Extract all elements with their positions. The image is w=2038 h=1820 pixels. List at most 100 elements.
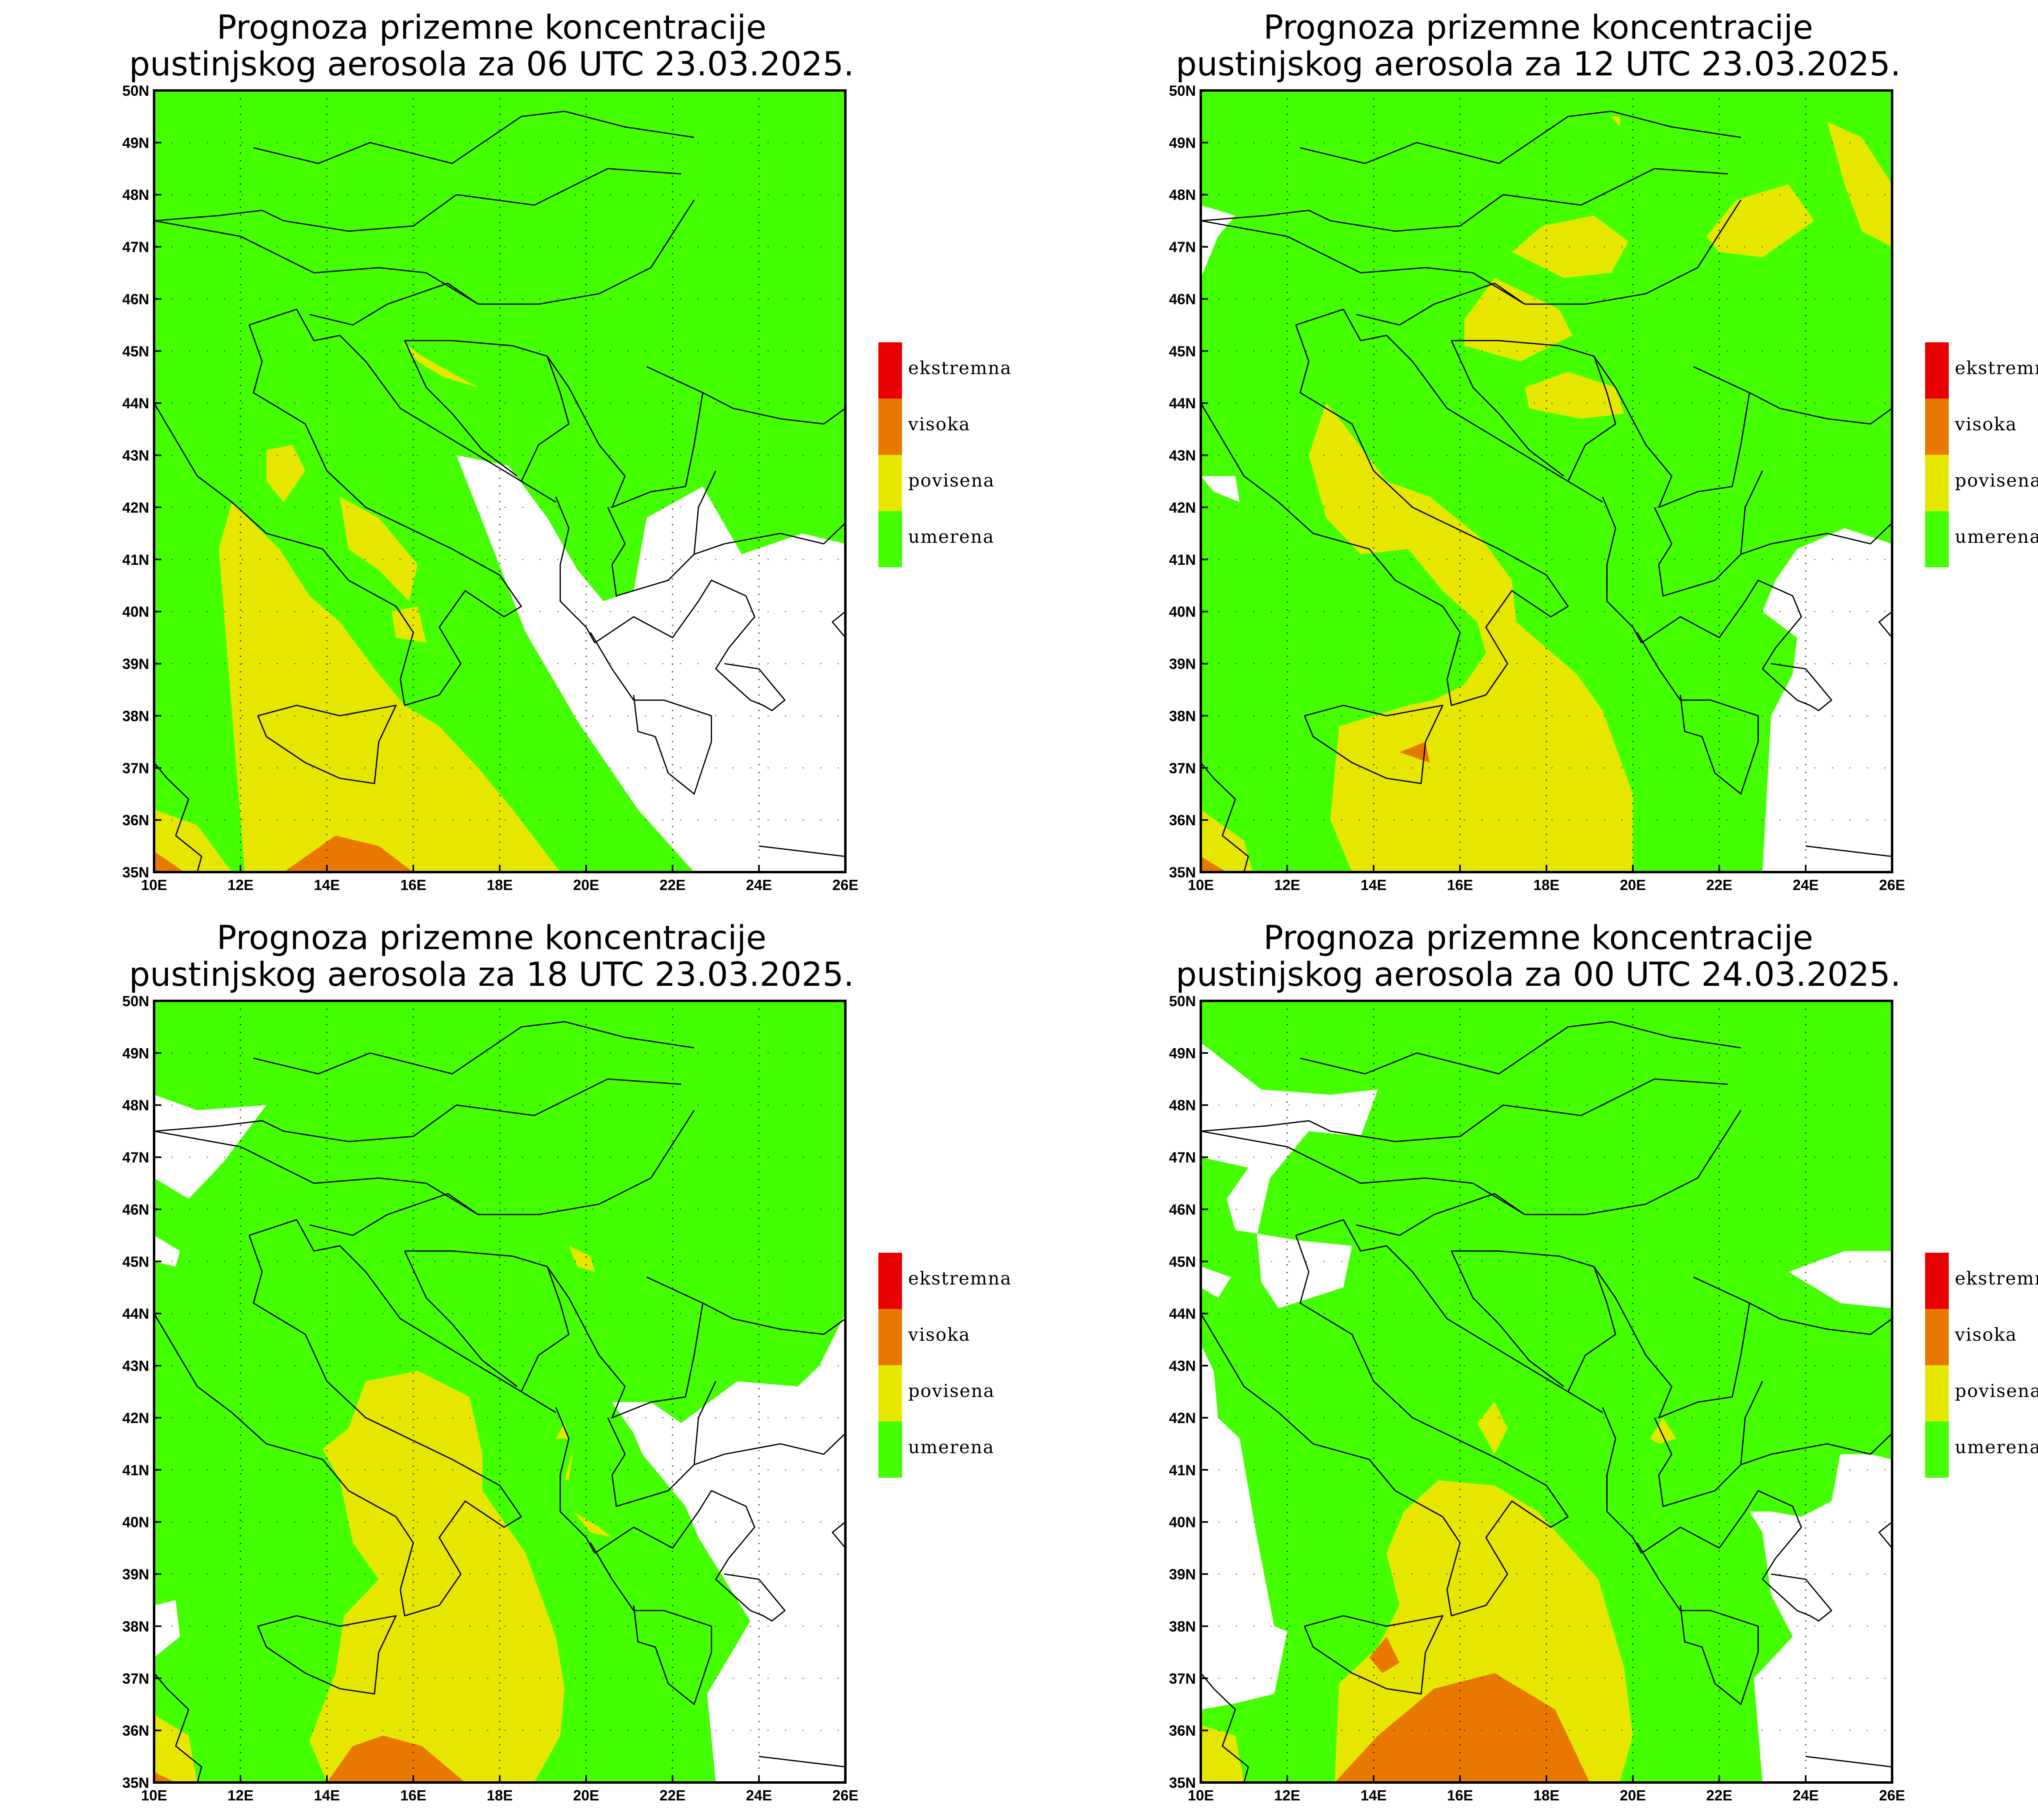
panel-title-line1: Prognoza prizemne koncentracije bbox=[1264, 919, 1813, 957]
no-data-region bbox=[1788, 1251, 1892, 1309]
y-tick-label: 36N bbox=[1169, 1722, 1196, 1739]
y-tick-label: 45N bbox=[122, 343, 149, 359]
lat-lon-grid bbox=[154, 90, 845, 872]
y-tick-label: 49N bbox=[1169, 134, 1196, 151]
color-legend: ekstremna visoka povisena umerena bbox=[1925, 342, 2038, 567]
y-tick-label: 41N bbox=[122, 551, 149, 568]
povisena-region bbox=[1309, 403, 1633, 873]
x-tick-label: 22E bbox=[659, 1787, 686, 1804]
panel-title-line1: Prognoza prizemne koncentracije bbox=[1264, 9, 1813, 47]
y-tick-label: 46N bbox=[1169, 291, 1196, 307]
visoka-region bbox=[1334, 1673, 1590, 1783]
lat-lon-grid bbox=[1201, 1001, 1892, 1783]
y-tick-label: 35N bbox=[1169, 1774, 1196, 1791]
legend-label-povisena: povisena bbox=[1955, 1381, 2038, 1401]
povisena-region bbox=[565, 1449, 573, 1481]
y-tick-label: 39N bbox=[1169, 656, 1196, 672]
povisena-region bbox=[392, 606, 426, 643]
y-tick-label: 36N bbox=[122, 812, 149, 828]
legend-swatch-povisena bbox=[878, 455, 902, 511]
legend-swatch-povisena bbox=[1925, 1365, 1949, 1421]
y-tick-label: 46N bbox=[1169, 1201, 1196, 1218]
legend-swatch-ekstremna bbox=[1925, 1253, 1949, 1309]
legend-label-visoka: visoka bbox=[1954, 1324, 2017, 1345]
y-tick-label: 47N bbox=[122, 1149, 149, 1166]
x-tick-label: 12E bbox=[227, 877, 254, 893]
panel-title-line1: Prognoza prizemne koncentracije bbox=[217, 919, 767, 957]
forecast-panel-12utc: Prognoza prizemne koncentracije pustinjs… bbox=[1169, 9, 2038, 893]
legend-swatch-visoka bbox=[878, 1309, 902, 1365]
povisena-region bbox=[1650, 1417, 1676, 1444]
legend-swatch-umerena bbox=[878, 511, 902, 567]
y-tick-label: 42N bbox=[122, 1410, 149, 1426]
x-tick-label: 26E bbox=[832, 877, 858, 893]
x-tick-label: 14E bbox=[1361, 1787, 1387, 1804]
y-tick-label: 45N bbox=[1169, 343, 1196, 359]
panel-title-line2: pustinjskog aerosola za 18 UTC 23.03.202… bbox=[129, 956, 854, 994]
y-tick-label: 35N bbox=[1169, 864, 1196, 881]
x-tick-label: 10E bbox=[1188, 877, 1214, 893]
y-tick-label: 40N bbox=[122, 604, 149, 620]
coastline-borders bbox=[153, 110, 846, 873]
visoka-region bbox=[154, 1772, 176, 1783]
y-tick-label: 37N bbox=[1169, 760, 1196, 776]
y-tick-label: 49N bbox=[1169, 1045, 1196, 1062]
povisena-region bbox=[309, 1371, 565, 1783]
x-tick-label: 22E bbox=[1706, 877, 1732, 893]
color-legend: ekstremna visoka povisena umerena bbox=[878, 342, 1012, 567]
y-tick-label: 41N bbox=[122, 1462, 149, 1478]
x-tick-label: 14E bbox=[314, 1787, 340, 1804]
forecast-panel-00utc: Prognoza prizemne koncentracije pustinjs… bbox=[1169, 919, 2038, 1804]
povisena-region bbox=[219, 502, 560, 872]
no-data-region bbox=[154, 1235, 180, 1267]
povisena-region bbox=[340, 497, 418, 602]
y-tick-label: 50N bbox=[1169, 993, 1196, 1009]
y-tick-label: 38N bbox=[122, 707, 149, 724]
povisena-region bbox=[266, 445, 305, 502]
y-tick-label: 41N bbox=[1169, 551, 1196, 568]
legend-label-visoka: visoka bbox=[908, 414, 970, 435]
visoka-region bbox=[284, 835, 413, 872]
x-tick-label: 24E bbox=[1793, 1787, 1819, 1804]
y-tick-label: 40N bbox=[1169, 604, 1196, 620]
legend-label-ekstremna: ekstremna bbox=[1955, 358, 2038, 379]
x-tick-label: 16E bbox=[400, 877, 426, 893]
x-tick-label: 24E bbox=[1793, 877, 1819, 893]
povisena-region bbox=[569, 1246, 595, 1272]
legend-label-ekstremna: ekstremna bbox=[908, 358, 1012, 379]
x-tick-label: 18E bbox=[1533, 1787, 1559, 1804]
legend-swatch-povisena bbox=[878, 1365, 902, 1421]
x-tick-label: 14E bbox=[1361, 877, 1387, 893]
no-data-region bbox=[1201, 476, 1240, 502]
x-tick-label: 16E bbox=[400, 1787, 426, 1804]
x-tick-label: 16E bbox=[1447, 877, 1473, 893]
legend-swatch-umerena bbox=[1925, 1421, 1949, 1478]
x-tick-label: 16E bbox=[1447, 1787, 1473, 1804]
visoka-region bbox=[1369, 1637, 1400, 1673]
y-tick-label: 38N bbox=[1169, 707, 1196, 724]
legend-swatch-umerena bbox=[878, 1421, 902, 1478]
y-tick-label: 46N bbox=[122, 291, 149, 307]
x-tick-label: 22E bbox=[1706, 1787, 1732, 1804]
no-data-region bbox=[1749, 1454, 1892, 1783]
povisena-region bbox=[556, 1423, 569, 1439]
y-tick-label: 50N bbox=[122, 82, 149, 99]
no-data-region bbox=[1762, 528, 1892, 872]
x-tick-label: 12E bbox=[1274, 877, 1300, 893]
legend-swatch-visoka bbox=[1925, 1309, 1949, 1365]
povisena-region bbox=[1201, 809, 1253, 872]
y-tick-label: 44N bbox=[122, 395, 149, 412]
povisena-region bbox=[1706, 184, 1815, 258]
x-tick-label: 26E bbox=[1879, 877, 1905, 893]
y-tick-label: 44N bbox=[1169, 395, 1196, 412]
y-tick-label: 43N bbox=[122, 447, 149, 464]
color-legend: ekstremna visoka povisena umerena bbox=[1925, 1253, 2038, 1478]
legend-swatch-ekstremna bbox=[1925, 342, 1949, 399]
y-tick-label: 45N bbox=[122, 1253, 149, 1270]
forecast-panel-06utc: Prognoza prizemne koncentracije pustinjs… bbox=[122, 9, 1012, 893]
legend-label-umerena: umerena bbox=[908, 527, 995, 547]
legend-label-umerena: umerena bbox=[908, 1437, 995, 1458]
y-tick-label: 48N bbox=[122, 187, 149, 203]
x-tick-label: 14E bbox=[314, 877, 340, 893]
